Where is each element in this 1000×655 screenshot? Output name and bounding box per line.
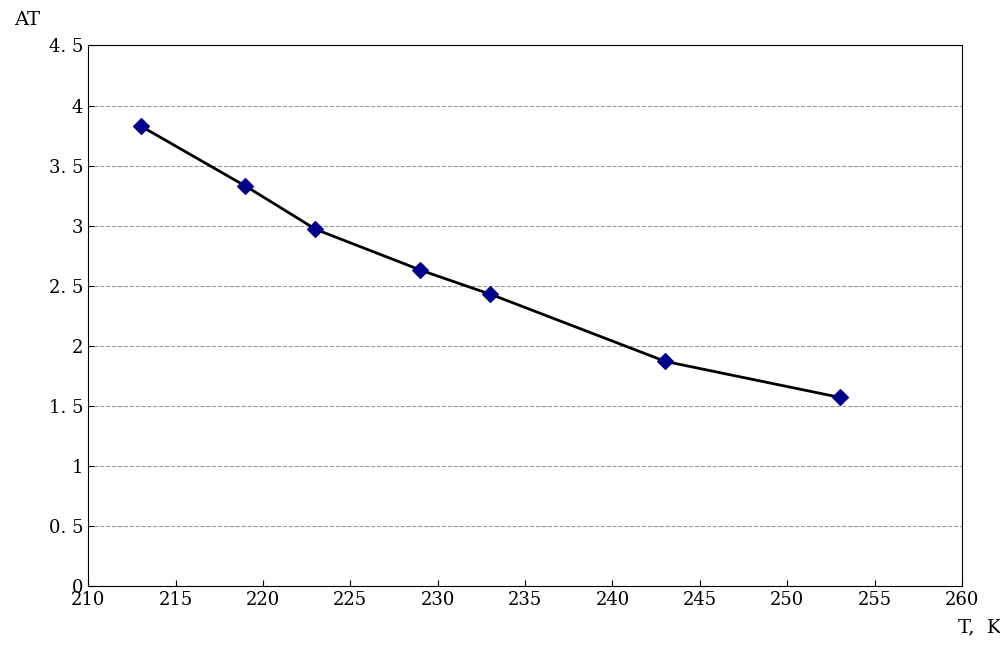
Point: [482, 289, 498, 299]
Point: [832, 392, 848, 403]
Point: [133, 121, 149, 131]
X-axis label: T,  K: T, K: [958, 618, 1000, 636]
Point: [307, 224, 323, 234]
Point: [412, 265, 428, 275]
Point: [237, 181, 253, 191]
Y-axis label: AT: AT: [14, 11, 40, 29]
Point: [657, 356, 673, 367]
